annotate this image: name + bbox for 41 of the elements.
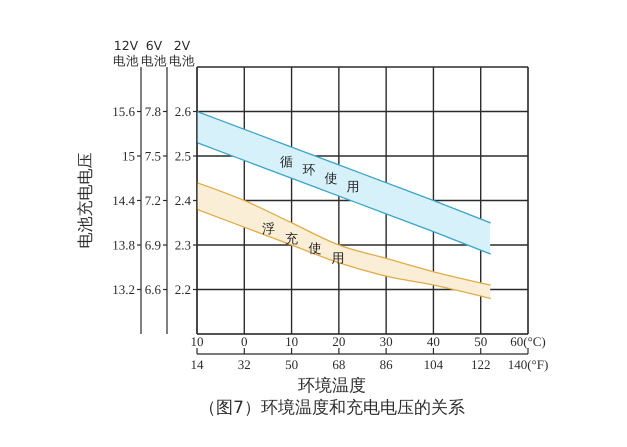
x-tick-label: 10 [285, 334, 298, 350]
x2-tick-label: 140(°F) [508, 357, 548, 372]
x2-tick-label: 14 [190, 357, 204, 372]
x2-tick-label: 104 [424, 357, 444, 372]
y3-tick-label: 15 [122, 148, 135, 164]
y2-tick-label: 7.5 [144, 148, 161, 164]
x-tick-label: 50 [474, 334, 488, 350]
y-tick-label: 2.5 [174, 148, 191, 164]
y-tick-label: 2.4 [174, 193, 192, 208]
text: 电池充电电压 [76, 152, 94, 248]
y2-axis-title: 6V 电池 [141, 38, 167, 68]
x2-tick-label: 122 [470, 357, 490, 372]
x-tick-label: 20 [332, 334, 346, 350]
y-tick-label: 2.3 [174, 238, 191, 253]
series-label: 循环使用 [280, 153, 360, 194]
y2-tick-label: 6.6 [144, 282, 162, 298]
y-tick-label: 2.6 [174, 104, 192, 120]
y2-tick-label: 7.2 [144, 193, 161, 208]
line-series [197, 110, 491, 224]
y2-tick-label: 6.9 [144, 238, 161, 253]
x-tick-label: 40 [426, 334, 440, 350]
x2-tick-label: 68 [332, 357, 346, 372]
y-tick-label: 2.2 [174, 282, 191, 298]
series-label: 浮充使用 [262, 220, 345, 266]
x-tick-label: 30 [380, 334, 393, 350]
x-tick-label: 0 [241, 334, 248, 350]
y3-tick-label: 15.6 [112, 104, 136, 120]
x-axis-title: 环境温度 [298, 376, 366, 396]
y3-tick-label: 13.2 [112, 282, 135, 298]
line-series [197, 208, 491, 300]
x2-tick-label: 86 [380, 357, 394, 372]
y3-tick-label: 14.4 [112, 193, 136, 208]
y2-tick-label: 7.8 [144, 104, 161, 120]
x-tick-label: 10 [190, 334, 204, 350]
x2-tick-label: 50 [285, 357, 298, 372]
x2-tick-label: 32 [238, 357, 251, 372]
y3-axis-title: 12V 电池 [113, 38, 139, 68]
y-axis-title: 2V 电池 [169, 38, 195, 68]
y3-tick-label: 13.8 [112, 238, 135, 253]
text: （图7）环境温度和充电电压的关系 [199, 398, 465, 418]
x-tick-label: 60(°C) [510, 334, 546, 350]
